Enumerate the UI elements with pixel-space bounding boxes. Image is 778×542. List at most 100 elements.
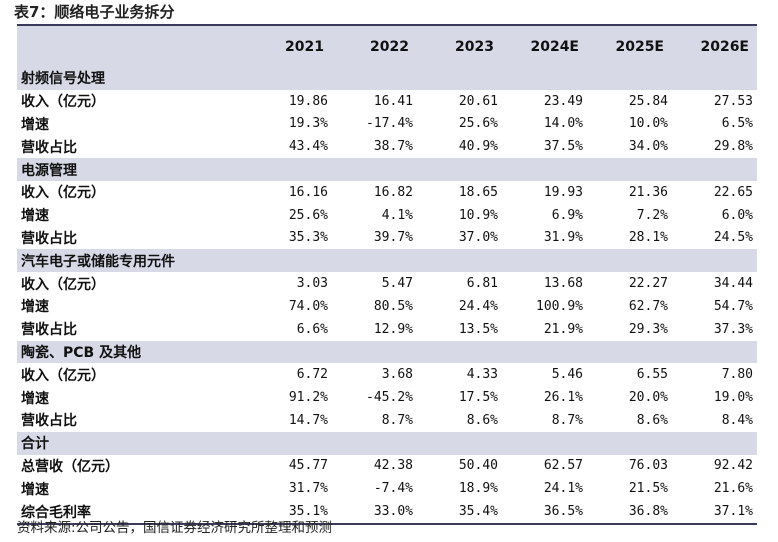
value-cell: 24.4% — [458, 298, 498, 314]
row-label: 总营收（亿元） — [21, 458, 119, 475]
value-cell: 19.0% — [713, 390, 753, 406]
value-cell: 37.1% — [713, 504, 753, 520]
value-cell: 19.3% — [288, 116, 328, 132]
header-year: 2025E — [615, 38, 664, 55]
row-label: 综合毛利率 — [21, 504, 91, 521]
value-cell: 18.65 — [458, 184, 498, 200]
header-year: 2024E — [530, 38, 579, 55]
value-cell: 62.7% — [628, 298, 668, 314]
value-cell: -7.4% — [373, 481, 413, 497]
value-cell: 16.16 — [288, 184, 328, 200]
value-cell: 21.6% — [713, 481, 753, 497]
value-cell: 25.6% — [458, 116, 498, 132]
header-year: 2022 — [370, 38, 409, 55]
header-year: 2026E — [700, 38, 749, 55]
table-row: 增速 31.7% -7.4% 18.9% 24.1% 21.5% 21.6% — [17, 477, 757, 500]
value-cell: 14.7% — [288, 412, 328, 428]
value-cell: 5.46 — [551, 367, 583, 383]
value-cell: 25.6% — [288, 207, 328, 223]
value-cell: 10.9% — [458, 207, 498, 223]
section-title: 陶瓷、PCB 及其他 — [21, 344, 142, 361]
value-cell: 20.0% — [628, 390, 668, 406]
value-cell: 21.36 — [628, 184, 668, 200]
section-header-row: 陶瓷、PCB 及其他 — [17, 340, 757, 364]
value-cell: 37.0% — [458, 230, 498, 246]
value-cell: 54.7% — [713, 298, 753, 314]
value-cell: 33.0% — [373, 504, 413, 520]
value-cell: 22.65 — [713, 184, 753, 200]
value-cell: 4.33 — [466, 367, 498, 383]
value-cell: 7.2% — [636, 207, 668, 223]
value-cell: 40.9% — [458, 139, 498, 155]
table-row: 收入（亿元） 3.03 5.47 6.81 13.68 22.27 34.44 — [17, 272, 757, 295]
header-row: 2021 2022 2023 2024E 2025E 2026E — [17, 26, 757, 67]
table-row: 营收占比 14.7% 8.7% 8.6% 8.7% 8.6% 8.4% — [17, 409, 757, 432]
value-cell: 80.5% — [373, 298, 413, 314]
table-row: 增速 25.6% 4.1% 10.9% 6.9% 7.2% 6.0% — [17, 204, 757, 227]
header-corner — [17, 26, 247, 67]
section-title: 电源管理 — [21, 162, 77, 179]
row-label: 增速 — [21, 116, 49, 133]
section-header-row: 合计 — [17, 431, 757, 455]
row-label: 营收占比 — [21, 139, 77, 156]
value-cell: 6.5% — [721, 116, 753, 132]
value-cell: 45.77 — [288, 458, 328, 474]
table-body: 射频信号处理 收入（亿元） 19.86 16.41 20.61 23.49 25.84 27.… — [17, 67, 757, 523]
value-cell: 10.0% — [628, 116, 668, 132]
value-cell: 36.5% — [543, 504, 583, 520]
value-cell: 6.0% — [721, 207, 753, 223]
value-cell: 35.1% — [288, 504, 328, 520]
value-cell: 29.3% — [628, 321, 668, 337]
row-label: 增速 — [21, 481, 49, 498]
value-cell: 29.8% — [713, 139, 753, 155]
value-cell: -17.4% — [366, 116, 413, 132]
value-cell: 21.9% — [543, 321, 583, 337]
value-cell: 27.53 — [713, 93, 753, 109]
value-cell: 14.0% — [543, 116, 583, 132]
value-cell: 6.72 — [296, 367, 328, 383]
value-cell: 20.61 — [458, 93, 498, 109]
table-row: 营收占比 6.6% 12.9% 13.5% 21.9% 29.3% 37.3% — [17, 318, 757, 341]
row-label: 收入（亿元） — [21, 276, 105, 293]
value-cell: 8.6% — [466, 412, 498, 428]
table-row: 营收占比 35.3% 39.7% 37.0% 31.9% 28.1% 24.5% — [17, 227, 757, 250]
value-cell: 91.2% — [288, 390, 328, 406]
value-cell: 6.55 — [636, 367, 668, 383]
value-cell: 23.49 — [543, 93, 583, 109]
row-label: 收入（亿元） — [21, 367, 105, 384]
table-row: 增速 91.2% -45.2% 17.5% 26.1% 20.0% 19.0% — [17, 386, 757, 409]
value-cell: 31.9% — [543, 230, 583, 246]
row-label: 增速 — [21, 299, 49, 316]
business-breakdown-table: 2021 2022 2023 2024E 2025E 2026E 射频信号处理收… — [17, 24, 757, 525]
row-label: 增速 — [21, 208, 49, 225]
value-cell: 36.8% — [628, 504, 668, 520]
value-cell: 12.9% — [373, 321, 413, 337]
table-row: 营收占比 43.4% 38.7% 40.9% 37.5% 34.0% 29.8% — [17, 135, 757, 158]
value-cell: 21.5% — [628, 481, 668, 497]
value-cell: 16.41 — [373, 93, 413, 109]
value-cell: 43.4% — [288, 139, 328, 155]
value-cell: 39.7% — [373, 230, 413, 246]
value-cell: 18.9% — [458, 481, 498, 497]
table-row: 增速 74.0% 80.5% 24.4% 100.9% 62.7% 54.7% — [17, 295, 757, 318]
section-header-row: 电源管理 — [17, 158, 757, 181]
section-header-row: 射频信号处理 — [17, 67, 757, 90]
value-cell: 19.93 — [543, 184, 583, 200]
value-cell: 6.81 — [466, 276, 498, 292]
row-label: 营收占比 — [21, 230, 77, 247]
value-cell: 17.5% — [458, 390, 498, 406]
value-cell: 35.3% — [288, 230, 328, 246]
value-cell: 3.68 — [381, 367, 413, 383]
value-cell: 35.4% — [458, 504, 498, 520]
value-cell: 34.44 — [713, 276, 753, 292]
value-cell: 24.1% — [543, 481, 583, 497]
value-cell: 92.42 — [713, 458, 753, 474]
value-cell: 76.03 — [628, 458, 668, 474]
value-cell: 25.84 — [628, 93, 668, 109]
section-header-row: 汽车电子或储能专用元件 — [17, 249, 757, 273]
value-cell: -45.2% — [366, 390, 413, 406]
table-row: 收入（亿元） 6.72 3.68 4.33 5.46 6.55 7.80 — [17, 363, 757, 386]
value-cell: 28.1% — [628, 230, 668, 246]
value-cell: 16.82 — [373, 184, 413, 200]
value-cell: 7.80 — [721, 367, 753, 383]
